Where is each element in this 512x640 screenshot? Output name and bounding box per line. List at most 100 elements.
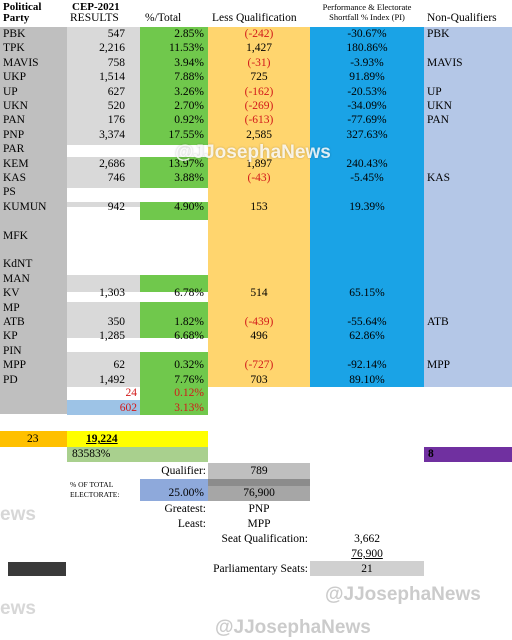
non-qualifier: PBK: [427, 28, 450, 40]
results-value: 2,686: [99, 157, 125, 170]
party-count: 23: [27, 433, 39, 445]
less-value: (-31): [247, 56, 271, 69]
qualifier-value: 789: [250, 465, 268, 477]
results-value: 1,514: [99, 71, 125, 84]
party-name: PD: [3, 373, 18, 386]
pct-value: 11.53%: [168, 42, 204, 55]
results-value: 3,374: [99, 128, 125, 141]
party-name: KUMUN: [3, 200, 47, 213]
party-column-bg: [0, 27, 67, 414]
non-qualifier: ATB: [427, 316, 449, 328]
results-value: 547: [107, 28, 125, 40]
electorate-value: 76,900: [243, 487, 275, 499]
parliamentary-seats-label: Parliamentary Seats:: [213, 563, 308, 575]
nq-count-bg: [424, 447, 512, 462]
party-name: MAVIS: [3, 56, 39, 69]
party-name: PNP: [3, 128, 25, 141]
results-value: 942: [107, 200, 125, 213]
party-name: ATB: [3, 316, 25, 328]
less-value: 725: [250, 71, 268, 84]
least-value: MPP: [247, 518, 271, 530]
results-value: 2,216: [99, 42, 125, 55]
non-qualifier: PAN: [427, 114, 449, 127]
pi-value: -55.64%: [347, 316, 387, 328]
party-name: KdNT: [3, 258, 33, 271]
pct-value: 0.32%: [174, 359, 204, 372]
less-value: 2,585: [246, 128, 272, 141]
pi-value: -3.93%: [350, 56, 384, 69]
results-value: 1,492: [99, 373, 125, 386]
party-name: PIN: [3, 344, 22, 357]
less-value: 703: [250, 373, 268, 386]
less-value: (-242): [244, 28, 274, 40]
pct-value: 17.55%: [168, 128, 204, 141]
pct-value: 13.97%: [168, 157, 204, 170]
header-non-qualifiers: Non-Qualifiers: [427, 12, 497, 24]
turnout-value: 83583%: [72, 448, 111, 460]
seat-qualification-value: 3,662: [354, 533, 380, 545]
dark-bar: [8, 562, 66, 576]
pct-electorate-label: % OF TOTAL ELECTORATE:: [70, 480, 120, 499]
qualifier-label: Qualifier:: [161, 465, 206, 477]
watermark-center: @JJosephaNews: [175, 142, 331, 163]
non-qualifier: KAS: [427, 172, 451, 184]
header-cep: CEP-2021: [72, 1, 120, 13]
pi-value: 62.86%: [349, 330, 385, 343]
less-value: 153: [250, 200, 268, 213]
pi-value: 180.86%: [346, 42, 388, 55]
watermark-left-1: ews: [0, 504, 36, 525]
party-name: PBK: [3, 28, 26, 40]
watermark-bottom-right: @JJosephaNews: [325, 584, 481, 605]
pi-value: -77.69%: [347, 114, 387, 127]
pi-value: -30.67%: [347, 28, 387, 40]
party-name: UKP: [3, 71, 27, 84]
party-name: MAN: [3, 272, 30, 285]
party-count-bg: [0, 431, 67, 447]
less-column-bg: [208, 27, 310, 387]
pct-value: 2.70%: [174, 100, 204, 112]
pi-value: -20.53%: [347, 85, 387, 98]
results-total: 19,224: [86, 433, 118, 445]
results-value: 350: [107, 316, 125, 328]
seat-electorate-value: 76,900: [351, 548, 383, 560]
greatest-value: PNP: [248, 503, 270, 515]
watermark-left-2: ews: [0, 598, 36, 619]
non-qualifier-count: 8: [428, 448, 434, 460]
pct-value: 2.85%: [174, 28, 204, 40]
pi-value: -92.14%: [347, 359, 387, 372]
pi-value: 89.10%: [349, 373, 385, 386]
party-name: PAN: [3, 114, 25, 127]
pi-column-bg: [310, 27, 424, 387]
header-pct-total: %/Total: [145, 12, 182, 24]
less-value: 1,897: [246, 157, 272, 170]
less-value: (-439): [244, 316, 274, 328]
less-value: 514: [250, 287, 268, 300]
pct-value: 0.92%: [174, 114, 204, 127]
parliamentary-seats-value: 21: [361, 563, 373, 575]
pct-value: 3.26%: [174, 85, 204, 98]
non-qualifier: UP: [427, 85, 442, 98]
party-name: KP: [3, 330, 18, 343]
party-name: KAS: [3, 172, 27, 184]
less-value: 496: [250, 330, 268, 343]
pct-electorate-value: 25.00%: [168, 487, 204, 499]
less-value: (-727): [244, 359, 274, 372]
party-name: PS: [3, 186, 16, 199]
non-qualifier: UKN: [427, 100, 452, 112]
seat-qualification-label: Seat Qualification:: [221, 533, 308, 545]
header-results: RESULTS: [70, 12, 119, 24]
pi-value: 91.89%: [349, 71, 385, 84]
less-value: (-269): [244, 100, 274, 112]
pi-value: -5.45%: [350, 172, 384, 184]
party-name: UP: [3, 85, 18, 98]
turnout-bg: [67, 447, 208, 462]
extra-pct-value: 0.12%: [174, 387, 204, 399]
pct-value: 4.90%: [174, 200, 204, 213]
non-qualifier: MAVIS: [427, 56, 463, 69]
results-value: 1,285: [99, 330, 125, 343]
less-value: 1,427: [246, 42, 272, 55]
header-party: Political Party: [3, 1, 42, 24]
nq-column-bg: [424, 27, 512, 387]
party-name: MPP: [3, 359, 27, 372]
pct-value: 7.88%: [174, 71, 204, 84]
